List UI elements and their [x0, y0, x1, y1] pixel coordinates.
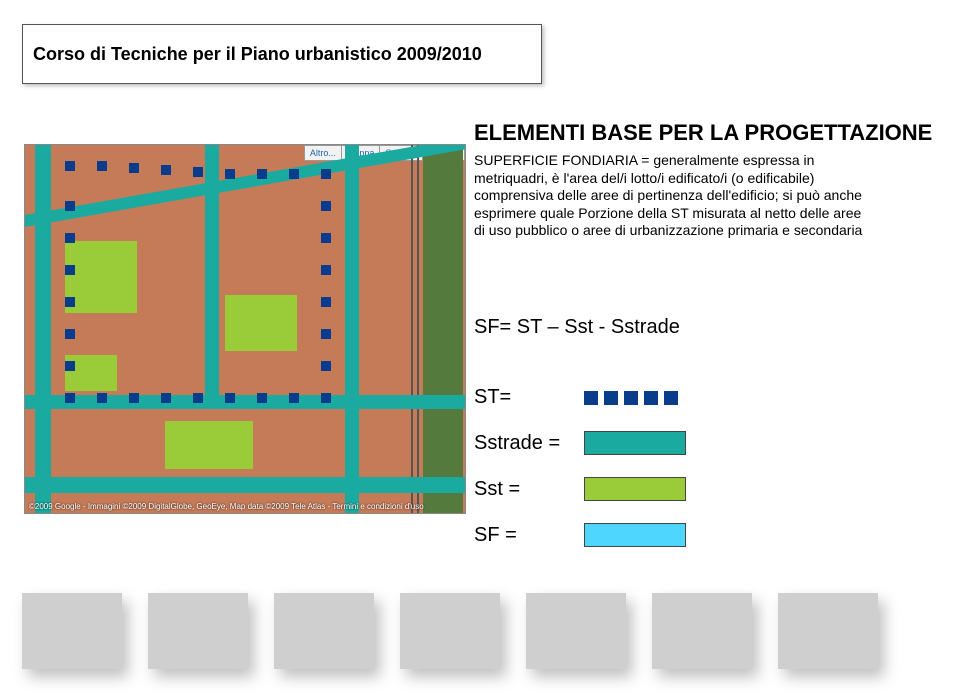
- legend-row-sstrade: Sstrade =: [474, 431, 686, 455]
- map-panel: Altro... Mappa Satellite Terreno ©2009 G…: [24, 144, 466, 514]
- map-street: [345, 145, 359, 513]
- footer-box: [148, 593, 248, 669]
- boundary-dot: [65, 233, 75, 243]
- footer-box: [22, 593, 122, 669]
- boundary-dot: [257, 169, 267, 179]
- page-title-box: Corso di Tecniche per il Piano urbanisti…: [22, 24, 542, 84]
- definition-text: SUPERFICIE FONDIARIA = generalmente espr…: [474, 152, 864, 240]
- boundary-dot: [321, 201, 331, 211]
- formula-text: SF= ST – Sst - Sstrade: [474, 316, 680, 339]
- map-green-block: [165, 421, 253, 469]
- boundary-dot: [193, 167, 203, 177]
- boundary-dot: [65, 265, 75, 275]
- footer-box: [274, 593, 374, 669]
- boundary-dot: [129, 163, 139, 173]
- legend-row-sf: SF =: [474, 523, 686, 547]
- boundary-dot: [321, 329, 331, 339]
- boundary-dot: [65, 361, 75, 371]
- boundary-dot: [289, 393, 299, 403]
- boundary-dot: [65, 161, 75, 171]
- map-rail-2: [417, 145, 419, 513]
- boundary-dot: [321, 393, 331, 403]
- map-vegetation-strip: [423, 145, 463, 513]
- legend-swatch-sst: [584, 477, 686, 501]
- section-heading: ELEMENTI BASE PER LA PROGETTAZIONE: [474, 120, 932, 146]
- boundary-dot: [321, 265, 331, 275]
- footer-box: [652, 593, 752, 669]
- legend-row-sst: Sst =: [474, 477, 686, 501]
- boundary-dot: [257, 393, 267, 403]
- boundary-dot: [97, 161, 107, 171]
- legend-label-sst: Sst =: [474, 478, 584, 501]
- legend-label-st: ST=: [474, 386, 584, 409]
- footer-box: [778, 593, 878, 669]
- legend-row-st: ST=: [474, 386, 686, 409]
- map-green-block: [225, 295, 297, 351]
- boundary-dot: [289, 169, 299, 179]
- boundary-dot: [321, 297, 331, 307]
- boundary-dot: [321, 361, 331, 371]
- map-street: [25, 395, 465, 409]
- boundary-dot: [97, 393, 107, 403]
- map-tab-altro[interactable]: Altro...: [304, 145, 342, 161]
- map-green-block: [65, 241, 137, 313]
- boundary-dot: [65, 329, 75, 339]
- map-street: [35, 145, 51, 513]
- boundary-dot: [225, 393, 235, 403]
- boundary-dot: [65, 297, 75, 307]
- boundary-dot: [225, 169, 235, 179]
- boundary-dot: [65, 393, 75, 403]
- boundary-dot: [129, 393, 139, 403]
- boundary-dot: [161, 165, 171, 175]
- legend-label-sstrade: Sstrade =: [474, 432, 584, 455]
- map-credits: ©2009 Google - Immagini ©2009 DigitalGlo…: [29, 502, 424, 511]
- legend-label-sf: SF =: [474, 524, 584, 547]
- map-street: [25, 144, 465, 227]
- page-title: Corso di Tecniche per il Piano urbanisti…: [33, 44, 482, 65]
- footer-box: [526, 593, 626, 669]
- map-rail-1: [411, 145, 413, 513]
- boundary-dot: [321, 233, 331, 243]
- boundary-dot: [65, 201, 75, 211]
- boundary-dot: [321, 169, 331, 179]
- legend-swatch-sstrade: [584, 431, 686, 455]
- boundary-dot: [161, 393, 171, 403]
- footer-boxes: [22, 593, 878, 669]
- boundary-dot: [193, 393, 203, 403]
- legend: ST= Sstrade = Sst = SF =: [474, 386, 686, 569]
- map-street: [25, 477, 465, 493]
- legend-swatch-sf: [584, 523, 686, 547]
- footer-box: [400, 593, 500, 669]
- legend-swatch-st: [584, 391, 678, 405]
